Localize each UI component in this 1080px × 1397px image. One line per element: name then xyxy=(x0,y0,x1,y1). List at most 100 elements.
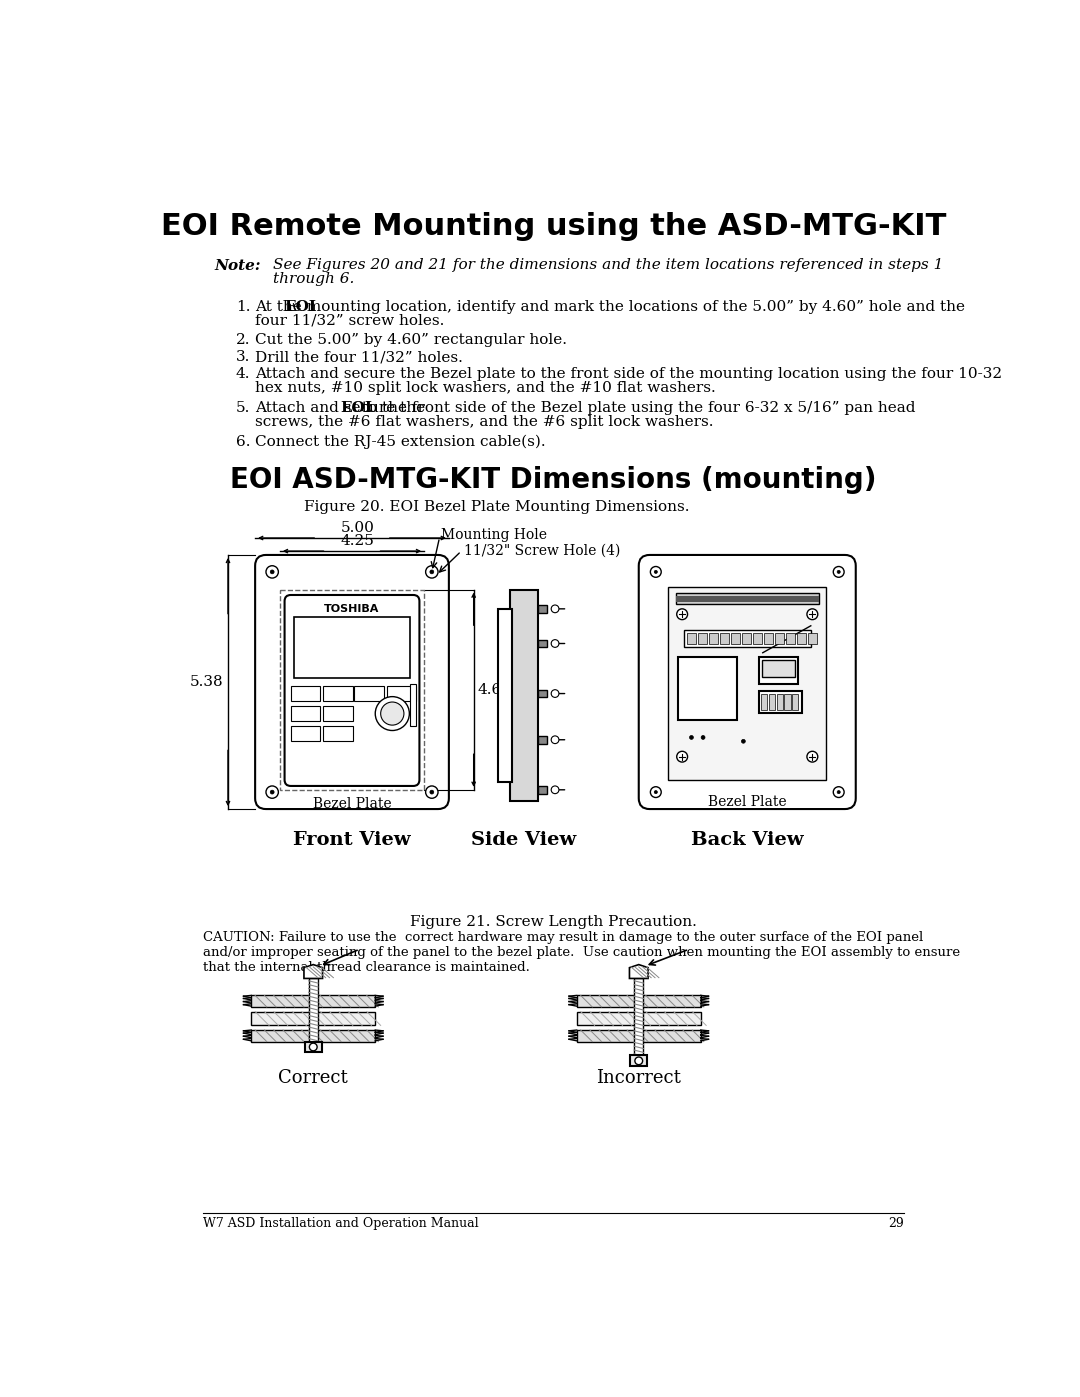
Text: Back View: Back View xyxy=(691,831,804,848)
Text: 4.60: 4.60 xyxy=(477,683,512,697)
Text: Bezel Plate: Bezel Plate xyxy=(313,796,391,810)
Text: STOP
RESET: STOP RESET xyxy=(330,728,346,738)
Text: to the front side of the Bezel plate using the four 6-32 x 5/16” pan head: to the front side of the Bezel plate usi… xyxy=(357,401,916,415)
Bar xyxy=(684,630,811,647)
Bar xyxy=(410,683,416,726)
Circle shape xyxy=(309,1044,318,1051)
Text: EOI Remote Mounting using the ASD-MTG-KIT: EOI Remote Mounting using the ASD-MTG-KI… xyxy=(161,212,946,242)
Circle shape xyxy=(689,735,693,739)
Circle shape xyxy=(426,566,438,578)
Circle shape xyxy=(266,787,279,798)
Bar xyxy=(354,686,383,701)
Circle shape xyxy=(635,1058,643,1065)
Text: EOI ASD-MTG-KIT Dimensions (mounting): EOI ASD-MTG-KIT Dimensions (mounting) xyxy=(230,467,877,495)
Circle shape xyxy=(426,787,438,798)
Bar xyxy=(797,633,806,644)
Text: ▽: ▽ xyxy=(334,707,342,721)
Bar xyxy=(708,633,718,644)
Bar xyxy=(759,692,801,712)
Text: Incorrect: Incorrect xyxy=(596,1069,681,1087)
Circle shape xyxy=(807,752,818,763)
Bar xyxy=(759,657,798,683)
Circle shape xyxy=(654,791,658,793)
Bar xyxy=(762,659,795,678)
Bar xyxy=(252,996,375,1007)
Bar xyxy=(577,1030,701,1042)
Bar xyxy=(769,693,775,711)
Text: Figure 20. EOI Bezel Plate Mounting Dimensions.: Figure 20. EOI Bezel Plate Mounting Dime… xyxy=(303,500,689,514)
Bar xyxy=(280,590,424,789)
Circle shape xyxy=(837,791,840,793)
Circle shape xyxy=(551,787,559,793)
Text: 5.00: 5.00 xyxy=(340,521,375,535)
Circle shape xyxy=(834,787,845,798)
Bar xyxy=(577,996,701,1007)
Text: Note:: Note: xyxy=(214,258,260,272)
Bar xyxy=(538,787,548,793)
Bar xyxy=(252,1030,375,1042)
Text: Correct: Correct xyxy=(279,1069,348,1087)
Text: 11/32" Screw Hole (4): 11/32" Screw Hole (4) xyxy=(464,543,621,557)
Text: Drill the four 11/32” holes.: Drill the four 11/32” holes. xyxy=(255,351,463,365)
Text: Attach and secure the Bezel plate to the front side of the mounting location usi: Attach and secure the Bezel plate to the… xyxy=(255,367,1002,381)
Text: GLOBAL
REMOTE: GLOBAL REMOTE xyxy=(295,687,315,698)
Bar xyxy=(323,705,353,721)
Text: Bezel Plate: Bezel Plate xyxy=(707,795,786,809)
Bar xyxy=(510,590,538,802)
Bar xyxy=(305,1042,322,1052)
Text: See Figures 20 and 21 for the dimensions and the item locations referenced in st: See Figures 20 and 21 for the dimensions… xyxy=(273,258,943,272)
Bar xyxy=(577,1011,701,1025)
Text: EOI: EOI xyxy=(284,300,316,314)
Text: screws, the #6 flat washers, and the #6 split lock washers.: screws, the #6 flat washers, and the #6 … xyxy=(255,415,714,429)
Bar xyxy=(498,609,512,782)
FancyBboxPatch shape xyxy=(638,555,855,809)
Bar xyxy=(538,605,548,613)
Text: hex nuts, #10 split lock washers, and the #10 flat washers.: hex nuts, #10 split lock washers, and th… xyxy=(255,381,716,395)
Bar xyxy=(784,693,791,711)
Bar xyxy=(323,686,353,701)
Text: Attach and secure the: Attach and secure the xyxy=(255,401,430,415)
Text: EOI: EOI xyxy=(340,401,373,415)
Text: 4.25: 4.25 xyxy=(340,534,375,548)
Text: Figure 21. Screw Length Precaution.: Figure 21. Screw Length Precaution. xyxy=(410,915,697,929)
Circle shape xyxy=(270,791,274,793)
Text: 5.: 5. xyxy=(235,401,251,415)
Circle shape xyxy=(807,609,818,620)
Text: TOSHIBA: TOSHIBA xyxy=(324,605,380,615)
Circle shape xyxy=(430,570,434,574)
Bar xyxy=(634,978,644,1056)
Circle shape xyxy=(701,735,705,739)
FancyBboxPatch shape xyxy=(255,555,449,809)
Bar xyxy=(291,705,321,721)
Text: MON
PRO: MON PRO xyxy=(395,687,407,698)
Text: △: △ xyxy=(300,707,310,721)
Bar xyxy=(252,1011,375,1025)
Circle shape xyxy=(837,570,840,573)
Text: RUN: RUN xyxy=(300,728,311,732)
Bar xyxy=(786,633,795,644)
FancyBboxPatch shape xyxy=(284,595,419,787)
Bar xyxy=(669,587,826,780)
Polygon shape xyxy=(630,964,648,978)
Circle shape xyxy=(650,787,661,798)
Bar xyxy=(719,633,729,644)
Bar xyxy=(387,686,416,701)
Text: 29: 29 xyxy=(888,1217,904,1231)
Circle shape xyxy=(551,736,559,743)
Bar xyxy=(631,1056,647,1066)
Circle shape xyxy=(551,640,559,647)
Bar xyxy=(687,633,697,644)
Bar xyxy=(676,594,819,605)
Circle shape xyxy=(834,567,845,577)
Polygon shape xyxy=(303,964,323,978)
Bar xyxy=(793,693,798,711)
Text: Side View: Side View xyxy=(472,831,577,848)
Text: through 6.: through 6. xyxy=(273,272,354,286)
Bar xyxy=(294,616,410,678)
Bar xyxy=(742,633,752,644)
Bar xyxy=(731,633,740,644)
Text: 5.38: 5.38 xyxy=(190,675,224,689)
Bar xyxy=(323,726,353,742)
Text: ESC: ESC xyxy=(364,687,374,693)
Text: four 11/32” screw holes.: four 11/32” screw holes. xyxy=(255,314,445,328)
